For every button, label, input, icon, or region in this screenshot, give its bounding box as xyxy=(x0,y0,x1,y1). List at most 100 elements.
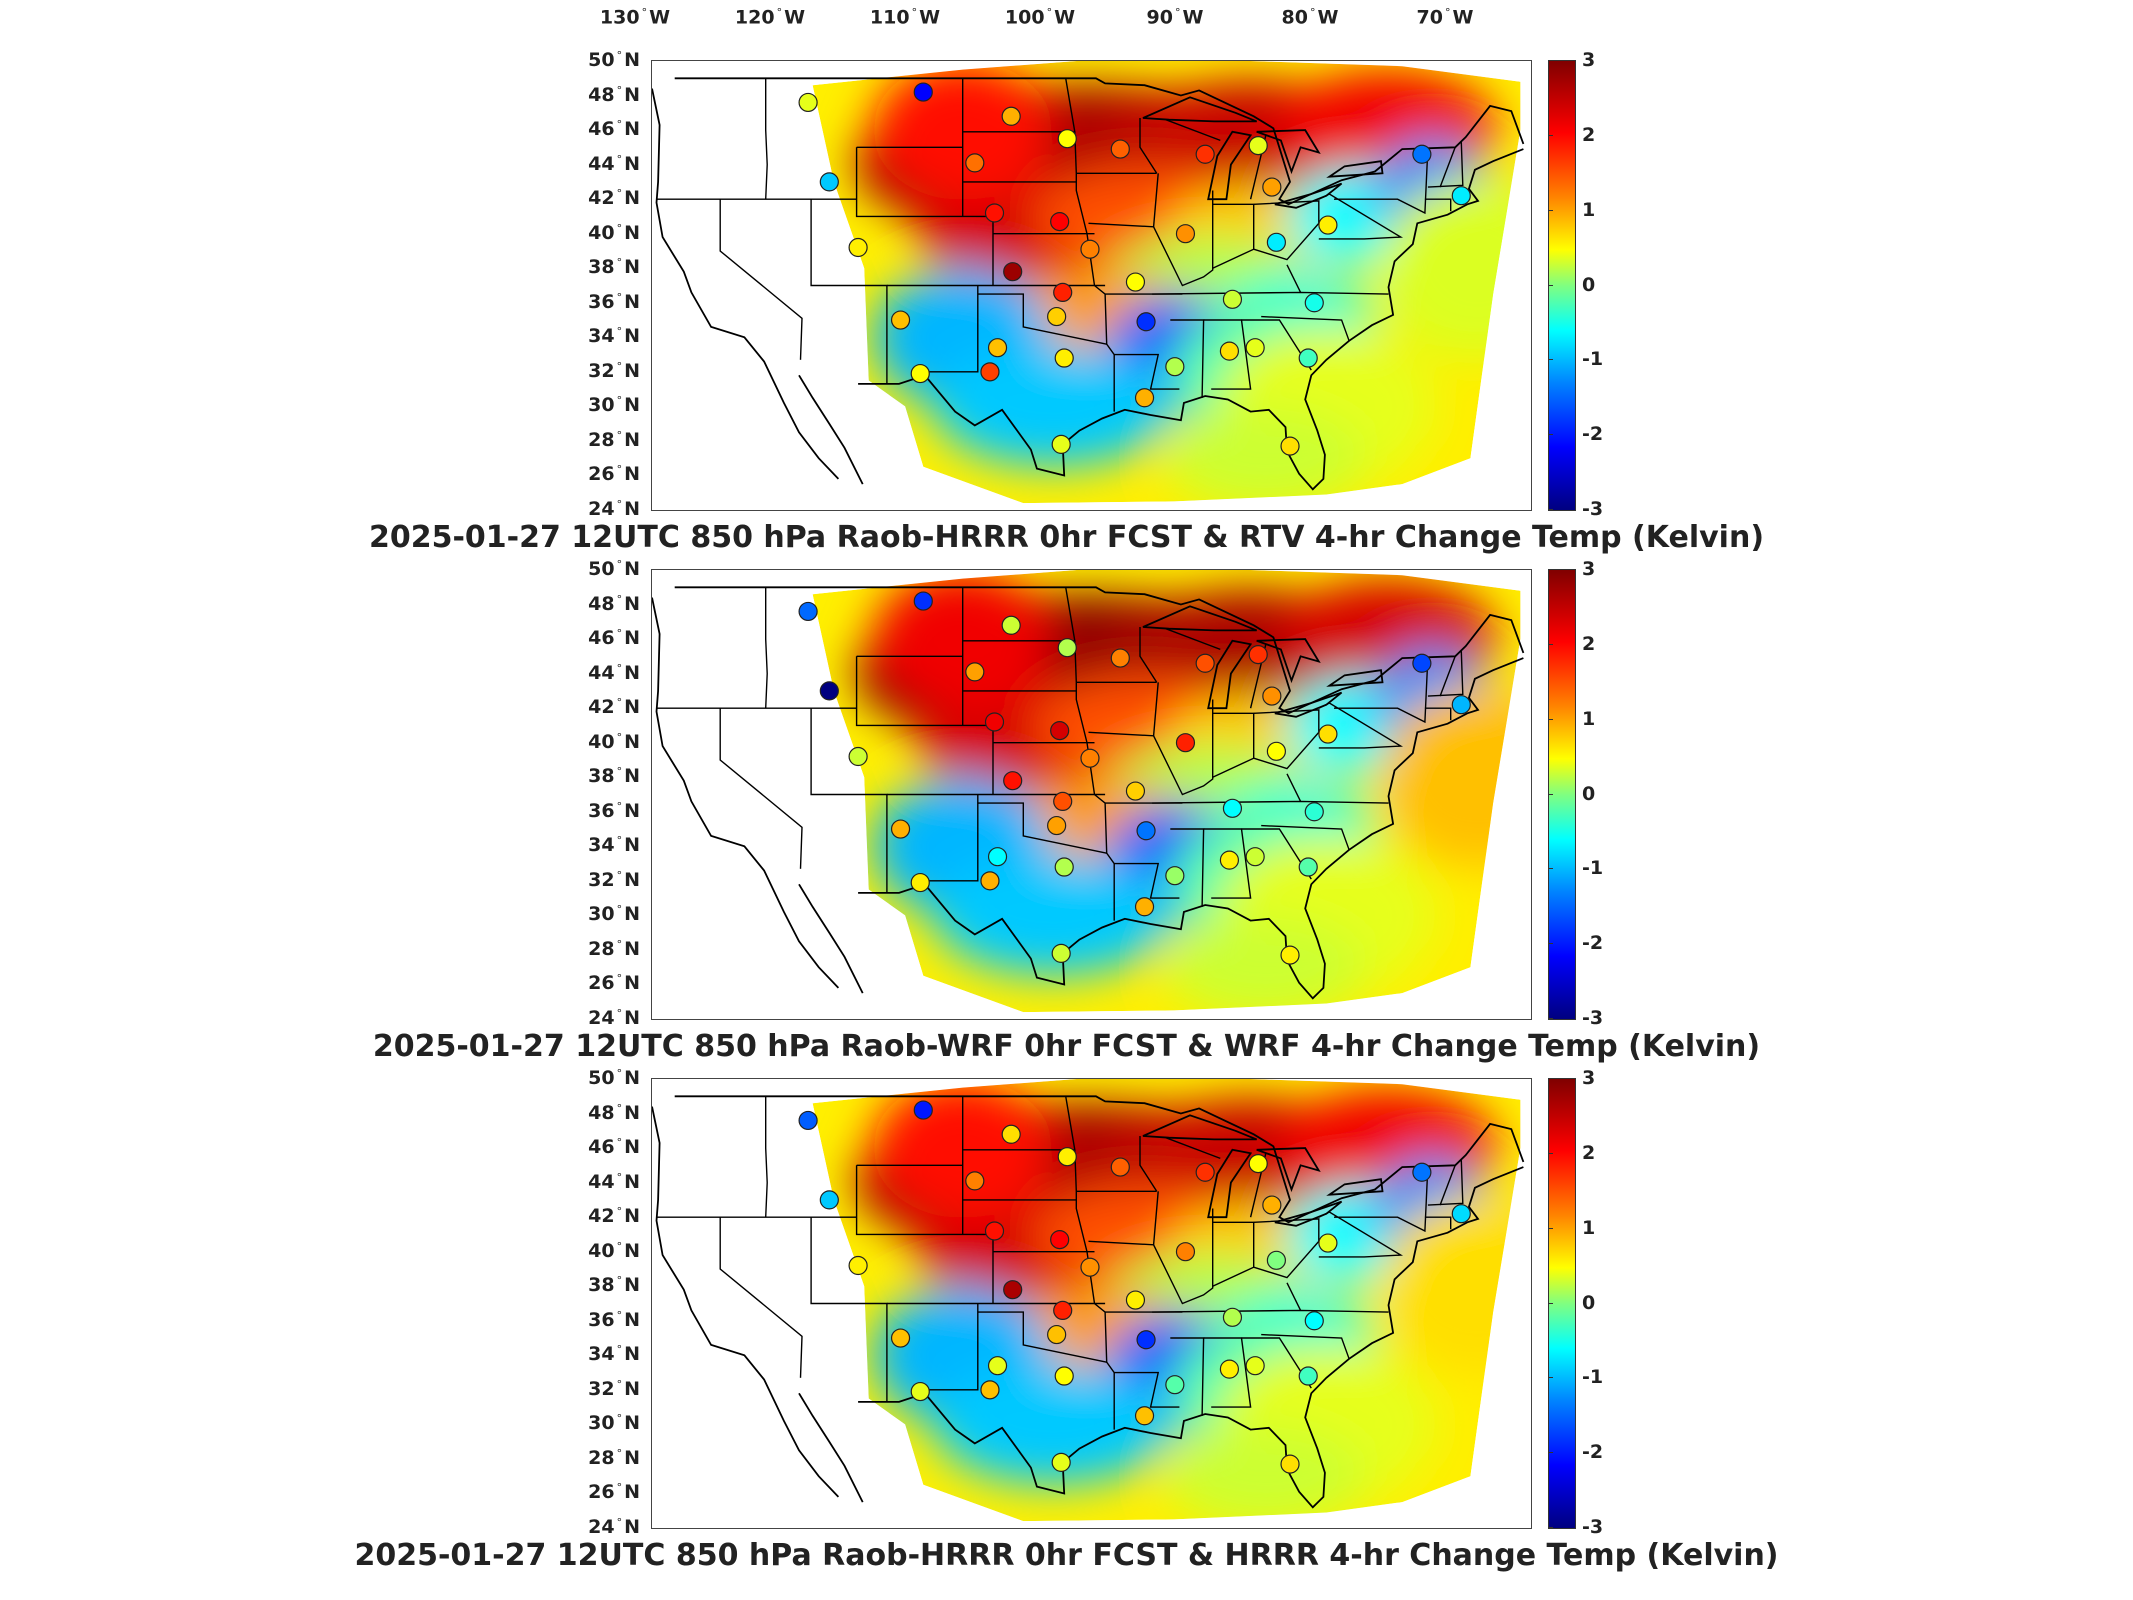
colorbar-tickmark xyxy=(1548,943,1553,945)
raob-station-marker xyxy=(1080,239,1100,259)
raob-station-marker xyxy=(1051,943,1071,963)
state-boundary xyxy=(1088,173,1159,228)
raob-station-marker xyxy=(984,203,1005,223)
state-boundary xyxy=(765,78,768,200)
latitude-hemisphere: N xyxy=(624,1516,640,1539)
colorbar-tickmark xyxy=(1548,359,1553,361)
colorbar-tick-label: -2 xyxy=(1582,1441,1604,1464)
latitude-hemisphere: N xyxy=(624,903,640,926)
panel-title: 2025-01-27 12UTC 850 hPa Raob-HRRR 0hr F… xyxy=(354,1538,1779,1573)
latitude-value: 26 xyxy=(588,463,615,486)
state-boundary xyxy=(810,199,888,384)
raob-station-marker xyxy=(910,363,930,384)
state-boundary xyxy=(1318,702,1404,749)
colorbar-tickmark xyxy=(1548,1527,1553,1528)
state-boundary xyxy=(1152,190,1214,287)
latitude-label: 44 ° N xyxy=(560,1170,640,1192)
state-boundary xyxy=(1427,651,1464,697)
state-boundary xyxy=(1427,1160,1464,1206)
raob-station-marker xyxy=(1136,312,1156,332)
longitude-label: 80 ° W xyxy=(1282,6,1339,28)
latitude-value: 26 xyxy=(588,972,615,995)
latitude-label: 34 ° N xyxy=(560,834,640,856)
state-boundary xyxy=(765,1096,768,1218)
latitude-hemisphere: N xyxy=(624,1101,640,1124)
field-blob xyxy=(1377,178,1521,359)
latitude-hemisphere: N xyxy=(624,834,640,857)
longitude-value: 120 xyxy=(734,6,775,29)
raob-station-marker xyxy=(1134,388,1155,408)
state-boundary xyxy=(1152,800,1389,804)
degree-symbol: ° xyxy=(616,48,623,62)
latitude-hemisphere: N xyxy=(624,83,640,106)
raob-station-marker xyxy=(1318,724,1338,744)
colorbar-tick-label: 3 xyxy=(1582,49,1596,71)
colorbar-tickmark xyxy=(1548,1018,1553,1019)
great-lake-outline xyxy=(1256,129,1321,175)
longitude-hemisphere: W xyxy=(784,6,806,29)
latitude-hemisphere: N xyxy=(624,1412,640,1435)
degree-symbol: ° xyxy=(616,1006,623,1020)
raob-station-marker xyxy=(1195,1162,1215,1182)
state-boundary xyxy=(719,1217,803,1378)
degree-symbol: ° xyxy=(616,1239,623,1253)
raob-station-marker xyxy=(1057,638,1077,658)
colorbar-tick-label: 0 xyxy=(1582,1291,1596,1314)
raob-station-marker xyxy=(1051,1452,1071,1472)
raob-station-marker xyxy=(1136,1330,1156,1350)
colorbar-tick-label: 2 xyxy=(1582,123,1596,146)
coastline-gulf-atlantic xyxy=(858,657,1524,1000)
raob-station-marker xyxy=(1245,847,1265,867)
degree-symbol: ° xyxy=(616,661,623,675)
latitude-label: 48 ° N xyxy=(560,1101,640,1123)
latitude-label: 26 ° N xyxy=(560,972,640,994)
raob-station-marker xyxy=(1298,348,1318,368)
state-boundary xyxy=(855,656,994,795)
state-boundary xyxy=(977,1311,1107,1363)
latitude-label: 28 ° N xyxy=(560,429,640,451)
latitude-label: 24 ° N xyxy=(560,1516,640,1538)
latitude-value: 36 xyxy=(588,290,615,313)
latitude-label: 40 ° N xyxy=(560,1240,640,1262)
border-canada xyxy=(674,1095,1525,1224)
degree-symbol: ° xyxy=(616,903,623,917)
longitude-label: 130 ° W xyxy=(600,6,670,28)
latitude-label: 36 ° N xyxy=(560,291,640,313)
state-boundary xyxy=(1203,828,1252,899)
latitude-label: 38 ° N xyxy=(560,1274,640,1296)
raob-station-marker xyxy=(1110,139,1130,159)
raob-station-marker xyxy=(1080,1257,1100,1277)
state-boundary xyxy=(1286,1282,1302,1311)
field-blob xyxy=(1165,1426,1366,1522)
state-boundary xyxy=(1334,147,1429,215)
great-lake-outline xyxy=(1274,182,1343,209)
raob-station-marker xyxy=(1001,615,1021,635)
great-lake-outline xyxy=(1256,638,1321,684)
longitude-value: 130 xyxy=(599,6,640,29)
raob-station-marker xyxy=(980,871,1000,891)
latitude-hemisphere: N xyxy=(624,869,640,892)
latitude-hemisphere: N xyxy=(624,256,640,279)
raob-station-marker xyxy=(848,237,868,258)
state-boundary xyxy=(1439,147,1456,188)
degree-symbol: ° xyxy=(776,6,783,19)
great-lake-outline xyxy=(1274,691,1343,718)
latitude-label: 32 ° N xyxy=(560,360,640,382)
degree-symbol: ° xyxy=(616,83,623,97)
colorbar-tick-label: 0 xyxy=(1582,273,1596,296)
latitude-hemisphere: N xyxy=(624,696,640,719)
degree-symbol: ° xyxy=(616,1446,623,1460)
state-boundary xyxy=(1261,1333,1350,1360)
latitude-hemisphere: N xyxy=(624,118,640,141)
coastline-baja xyxy=(798,1392,864,1503)
colorbar-tick-label: -1 xyxy=(1582,1366,1604,1389)
latitude-label: 46 ° N xyxy=(560,118,640,140)
longitude-value: 80 xyxy=(1281,6,1308,29)
latitude-hemisphere: N xyxy=(624,1007,640,1030)
raob-station-marker xyxy=(1110,648,1130,668)
degree-symbol: ° xyxy=(616,730,623,744)
state-boundary xyxy=(1212,712,1255,778)
state-boundary xyxy=(923,794,979,882)
raob-station-marker xyxy=(1266,232,1286,252)
colorbar-tickmark xyxy=(1548,1078,1553,1079)
